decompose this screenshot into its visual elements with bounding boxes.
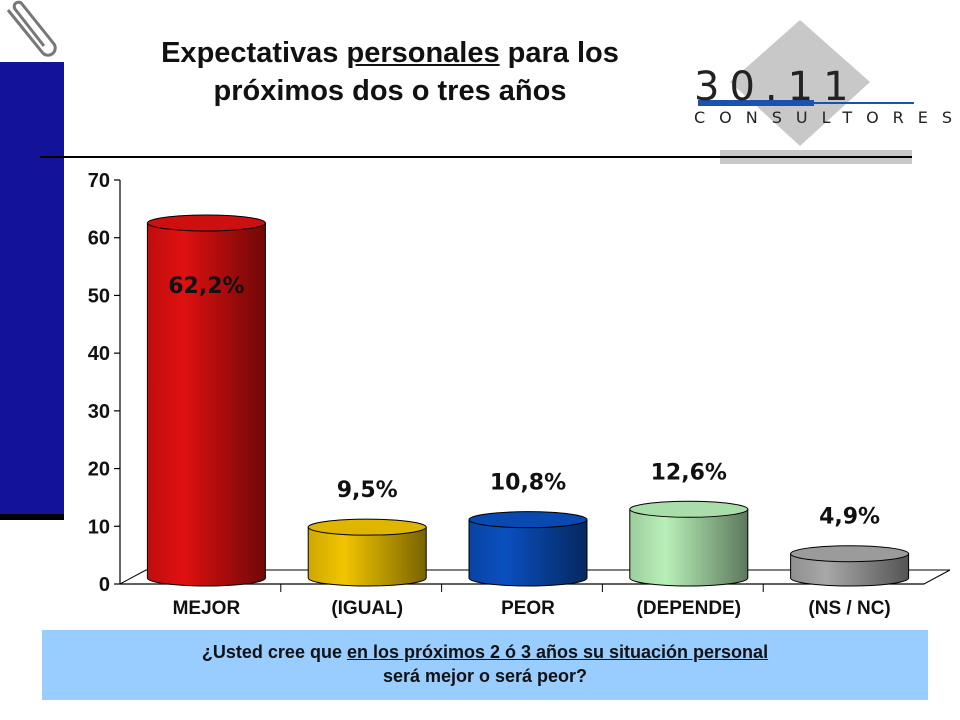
bar-top [790, 545, 910, 563]
data-label: 62,2% [168, 274, 244, 299]
header-divider [40, 156, 912, 158]
y-tick-label: 30 [88, 401, 110, 423]
title-part2: para los [499, 37, 619, 69]
y-tick-label: 0 [99, 574, 110, 596]
logo-subtitle: CONSULTORES [694, 108, 960, 127]
data-label: 9,5% [337, 478, 398, 503]
bar-nsnc [790, 553, 910, 587]
question-box: ¿Usted cree que en los próximos 2 ó 3 añ… [42, 630, 928, 700]
title-part1: Expectativas [161, 37, 347, 69]
question-line2: será mejor o será peor? [382, 666, 588, 686]
company-logo: 30.11 CONSULTORES [690, 20, 952, 170]
paperclip-area [0, 0, 64, 62]
x-tick-label: (IGUAL) [331, 598, 403, 619]
logo-number: 30.11 [694, 64, 859, 110]
y-tick-label: 40 [88, 343, 110, 365]
question-underlined: en los próximos 2 ó 3 años su situación … [346, 642, 769, 662]
y-tick-label: 50 [88, 285, 110, 307]
bar-chart: 0 10 20 30 40 50 60 70 62,2% MEJOR 9,5% (IGUAL) 10,8… [88, 170, 950, 619]
bar-peor [468, 519, 588, 587]
bar-top [307, 518, 427, 536]
x-tick-label: PEOR [501, 598, 555, 619]
bar-top [468, 511, 588, 529]
bar-mejor [146, 222, 266, 587]
y-tick-label: 10 [88, 516, 110, 538]
question-part1: ¿Usted cree que [201, 642, 347, 662]
sidebar-bar [0, 62, 64, 520]
y-tick-label: 20 [88, 459, 110, 481]
data-label: 12,6% [651, 460, 727, 485]
bar-top [146, 214, 266, 232]
bar-igual [307, 526, 427, 587]
y-tick-label: 70 [88, 170, 110, 192]
page-title: Expectativas personales para los próximo… [90, 34, 690, 110]
data-label: 4,9% [819, 505, 880, 530]
data-label: 10,8% [490, 471, 566, 496]
x-tick-label: (DEPENDE) [637, 598, 742, 619]
paperclip-icon [6, 0, 57, 57]
title-line2: próximos dos o tres años [213, 75, 567, 107]
bar-depende [629, 508, 749, 587]
y-tick-label: 60 [88, 228, 110, 250]
title-underlined: personales [346, 37, 500, 69]
x-tick-label: MEJOR [173, 598, 241, 619]
x-tick-label: (NS / NC) [808, 598, 890, 619]
bar-top [629, 500, 749, 518]
